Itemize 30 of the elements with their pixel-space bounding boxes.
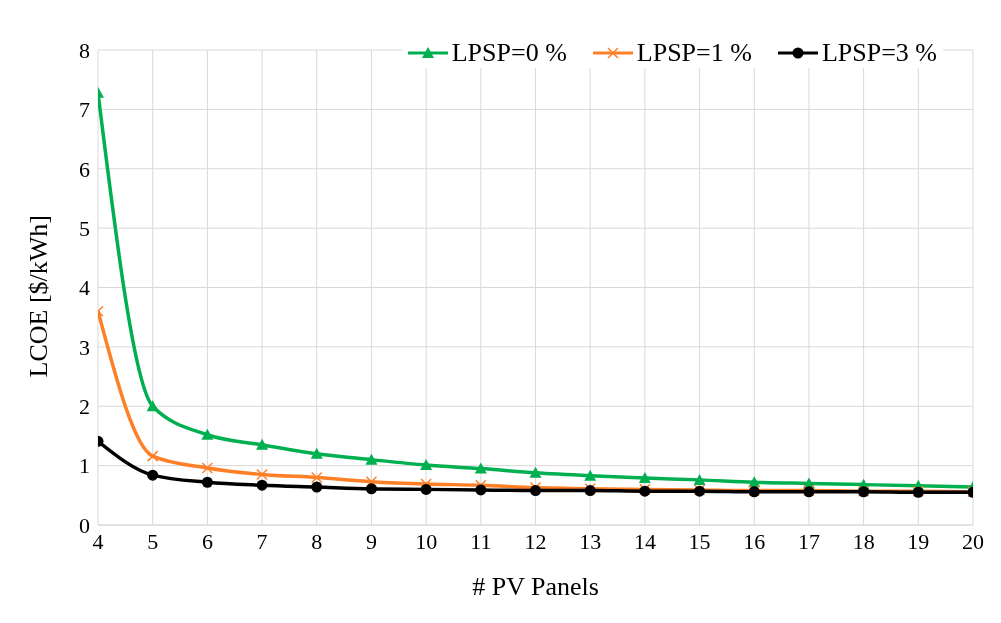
x-tick-label: 6 xyxy=(201,528,213,554)
legend-label: LPSP=1 % xyxy=(636,38,752,68)
x-tick-label: 15 xyxy=(688,528,711,554)
legend-label: LPSP=0 % xyxy=(451,38,567,68)
x-tick-label: 8 xyxy=(311,528,323,554)
y-tick-label: 5 xyxy=(79,215,90,241)
x-tick-label: 14 xyxy=(633,528,656,554)
x-tick-label: 11 xyxy=(470,528,492,554)
x-axis-title: # PV Panels xyxy=(472,572,599,601)
x-tick-label: 5 xyxy=(147,528,159,554)
y-tick-label: 2 xyxy=(79,394,90,420)
y-tick-label: 1 xyxy=(79,453,90,479)
x-tick-label: 19 xyxy=(907,528,930,554)
x-tick-label: 17 xyxy=(797,528,820,554)
y-tick-label: 8 xyxy=(79,37,90,63)
x-tick-label: 12 xyxy=(524,528,547,554)
x-tick-label: 13 xyxy=(579,528,602,554)
y-tick-label: 4 xyxy=(79,275,90,301)
y-tick-label: 7 xyxy=(79,97,90,123)
x-tick-label: 7 xyxy=(256,528,268,554)
x-tick-label: 20 xyxy=(962,528,984,554)
y-tick-label: 0 xyxy=(79,512,90,538)
x-tick-label: 18 xyxy=(852,528,875,554)
x-tick-label: 10 xyxy=(415,528,438,554)
y-tick-label: 6 xyxy=(79,156,90,182)
y-axis-title: LCOE [$/kWh] xyxy=(24,215,54,378)
x-tick-label: 16 xyxy=(743,528,766,554)
legend-label: LPSP=3 % xyxy=(821,38,937,68)
x-tick-label: 9 xyxy=(365,528,377,554)
y-tick-label: 3 xyxy=(79,334,90,360)
